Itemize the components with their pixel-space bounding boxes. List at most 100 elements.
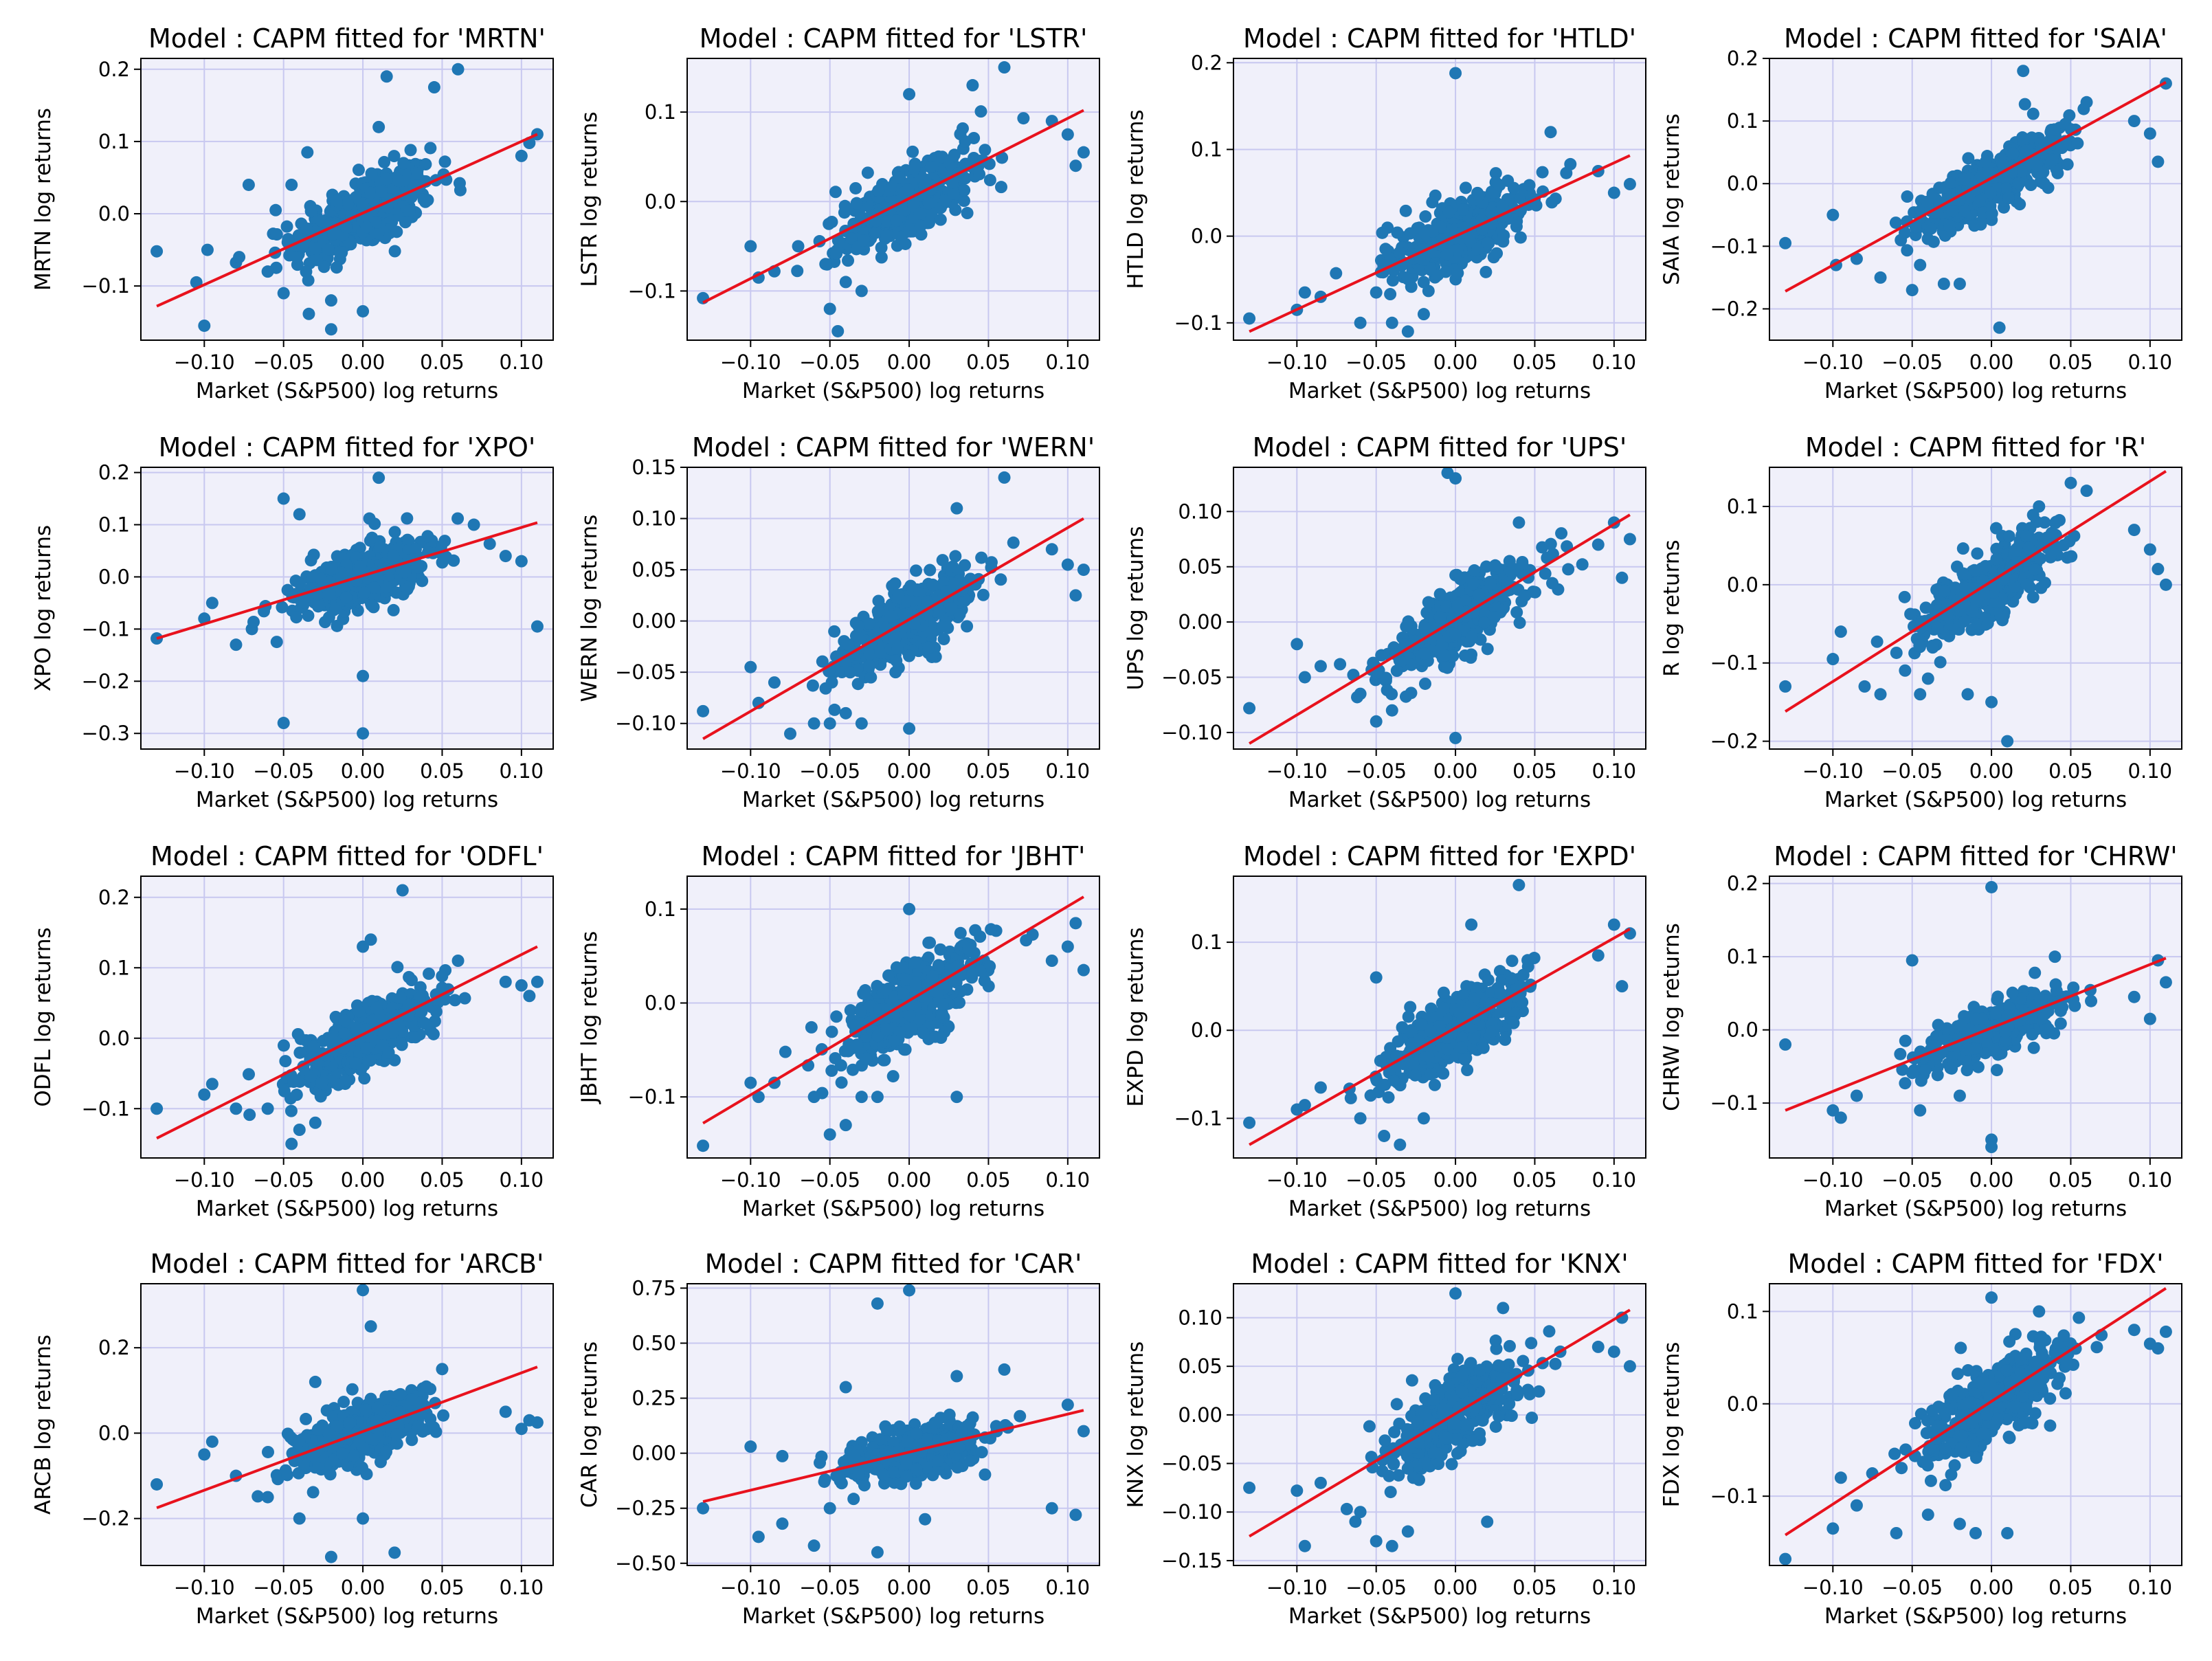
y-tick-label: −0.1 bbox=[1710, 651, 1758, 675]
scatter-point bbox=[428, 1015, 441, 1028]
scatter-point bbox=[950, 502, 963, 515]
scatter-point bbox=[530, 975, 544, 988]
scatter-point bbox=[388, 526, 401, 539]
x-axis-label: Market (S&P500) log returns bbox=[196, 379, 498, 403]
scatter-point bbox=[364, 1054, 377, 1067]
scatter-point bbox=[280, 220, 293, 233]
scatter-point bbox=[285, 1137, 298, 1150]
scatter-point bbox=[309, 1116, 322, 1129]
scatter-point bbox=[368, 517, 381, 531]
scatter-point bbox=[1045, 955, 1058, 967]
scatter-point bbox=[1516, 555, 1529, 568]
y-tick-label: 0.2 bbox=[1191, 51, 1222, 74]
x-tick-label: −0.10 bbox=[174, 759, 235, 783]
x-tick-label: 0.05 bbox=[966, 350, 1011, 374]
scatter-point bbox=[1985, 186, 1998, 199]
scatter-point bbox=[975, 551, 988, 564]
scatter-point bbox=[387, 603, 400, 616]
scatter-point bbox=[1889, 216, 1902, 230]
scatter-point bbox=[892, 588, 905, 601]
scatter-point bbox=[530, 620, 544, 633]
y-tick-label: 0.1 bbox=[1191, 137, 1222, 161]
chart-title: Model : CAPM fitted for 'UPS' bbox=[1253, 432, 1627, 462]
scatter-point bbox=[1385, 316, 1398, 329]
scatter-point bbox=[864, 671, 878, 684]
scatter-point bbox=[230, 1102, 243, 1115]
scatter-point bbox=[744, 660, 757, 673]
chart-title: Model : CAPM fitted for 'LSTR' bbox=[700, 23, 1088, 54]
x-tick-label: 0.10 bbox=[500, 1168, 544, 1192]
scatter-point bbox=[329, 602, 342, 615]
scatter-point bbox=[1826, 653, 1840, 666]
scatter-point bbox=[1466, 578, 1479, 591]
scatter-point bbox=[825, 676, 838, 689]
scatter-point bbox=[375, 1039, 388, 1052]
chart-panel-r: −0.10 −0.05 0.00 0.05 0.10−0.2−0.10.00.1Mode… bbox=[1660, 432, 2182, 812]
x-tick-label: −0.10 bbox=[720, 350, 781, 374]
scatter-point bbox=[1061, 558, 1074, 571]
y-axis-label: UPS log returns bbox=[1124, 526, 1148, 691]
scatter-point bbox=[1979, 155, 1992, 168]
scatter-point bbox=[333, 246, 346, 259]
scatter-point bbox=[2127, 115, 2141, 128]
x-tick-label: 0.05 bbox=[2048, 759, 2093, 783]
scatter-point bbox=[1405, 687, 1418, 700]
scatter-point bbox=[1973, 194, 1986, 208]
scatter-point bbox=[1384, 252, 1397, 265]
scatter-point bbox=[823, 717, 836, 730]
scatter-point bbox=[936, 554, 949, 567]
scatter-point bbox=[903, 722, 916, 735]
scatter-point bbox=[387, 549, 400, 562]
scatter-point bbox=[1401, 325, 1414, 338]
scatter-point bbox=[279, 1055, 292, 1068]
scatter-point bbox=[1990, 542, 2003, 555]
scatter-point bbox=[2080, 484, 2093, 498]
scatter-point bbox=[1438, 649, 1451, 662]
scatter-point bbox=[1243, 312, 1256, 325]
scatter-series bbox=[1243, 878, 1636, 1151]
scatter-point bbox=[1919, 601, 1932, 614]
y-axis-label: ODFL log returns bbox=[31, 927, 56, 1106]
scatter-point bbox=[1898, 590, 1911, 603]
scatter-point bbox=[1422, 285, 1435, 298]
axes-frame bbox=[1769, 467, 2182, 750]
scatter-point bbox=[1381, 221, 1394, 234]
scatter-point bbox=[1384, 288, 1397, 301]
scatter-point bbox=[1985, 695, 1998, 709]
scatter-point bbox=[1968, 564, 1981, 577]
scatter-point bbox=[919, 173, 932, 186]
scatter-point bbox=[499, 975, 512, 988]
scatter-point bbox=[1953, 278, 1966, 290]
x-tick-label: 0.10 bbox=[2128, 759, 2173, 783]
scatter-point bbox=[396, 884, 409, 897]
scatter-point bbox=[845, 232, 858, 245]
x-tick-label: 0.05 bbox=[1512, 350, 1557, 374]
scatter-point bbox=[924, 564, 937, 577]
scatter-point bbox=[2037, 177, 2051, 190]
scatter-point bbox=[388, 150, 401, 163]
scatter-point bbox=[1069, 159, 1082, 172]
scatter-point bbox=[871, 1091, 884, 1104]
scatter-point bbox=[1968, 219, 1981, 232]
scatter-point bbox=[1375, 649, 1388, 662]
scatter-point bbox=[903, 902, 916, 915]
scatter-point bbox=[2143, 543, 2156, 556]
fit-line bbox=[156, 133, 538, 308]
scatter-point bbox=[285, 178, 298, 191]
scatter-point bbox=[436, 970, 449, 983]
scatter-point bbox=[402, 999, 415, 1012]
scatter-point bbox=[277, 287, 290, 300]
scatter-point bbox=[372, 120, 386, 133]
scatter-point bbox=[902, 998, 915, 1011]
scatter-point bbox=[985, 923, 998, 936]
fit-line bbox=[156, 521, 538, 640]
scatter-point bbox=[791, 265, 804, 278]
y-tick-label: 0.0 bbox=[645, 190, 676, 213]
scatter-point bbox=[322, 611, 335, 624]
scatter-point bbox=[287, 1075, 300, 1089]
scatter-point bbox=[922, 197, 935, 210]
scatter-point bbox=[1564, 157, 1577, 170]
scatter-point bbox=[419, 158, 432, 171]
scatter-point bbox=[368, 581, 381, 594]
y-tick-label: 0.1 bbox=[1727, 495, 1758, 518]
